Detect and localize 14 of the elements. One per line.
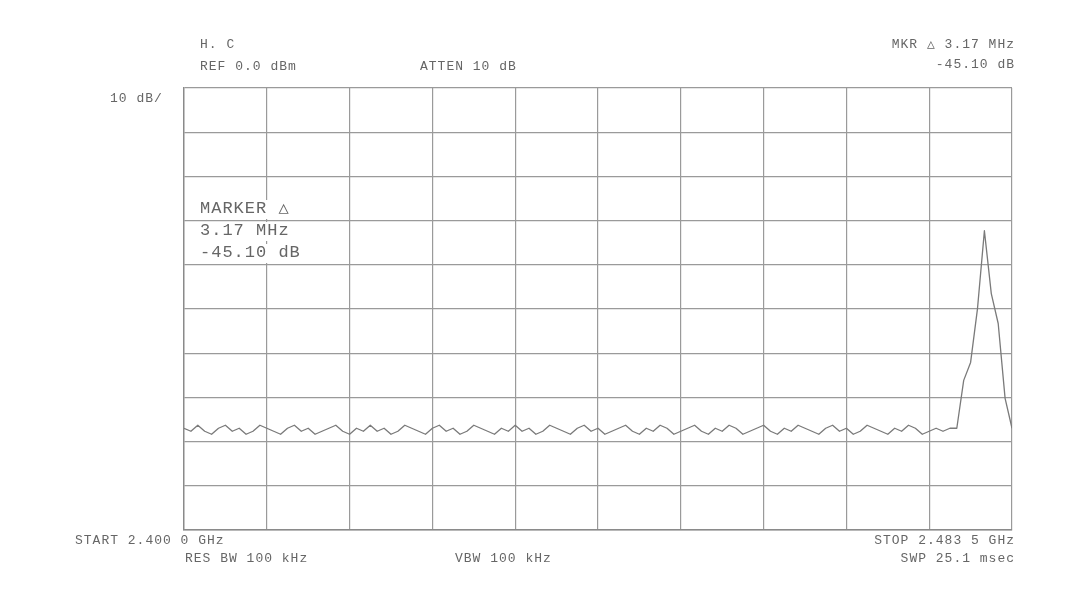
text: REF 0.0 dBm bbox=[200, 59, 297, 75]
annotation: 3.17 MHz bbox=[200, 221, 290, 241]
text: START 2.400 0 GHz bbox=[75, 533, 225, 549]
text: ATTEN 10 dB bbox=[420, 59, 517, 75]
text: VBW 100 kHz bbox=[455, 551, 552, 567]
text: -45.10 dB bbox=[935, 57, 1015, 73]
text: 10 dB/ bbox=[110, 91, 163, 107]
text: MKR △ 3.17 MHz bbox=[891, 37, 1015, 53]
text: STOP 2.483 5 GHz bbox=[874, 533, 1015, 549]
text: RES BW 100 kHz bbox=[185, 551, 309, 567]
text: H. C bbox=[200, 37, 236, 53]
text: MARKER △ bbox=[200, 199, 290, 219]
text: SWP 25.1 msec bbox=[900, 551, 1015, 567]
annotation: -45.10 dB bbox=[200, 243, 301, 263]
